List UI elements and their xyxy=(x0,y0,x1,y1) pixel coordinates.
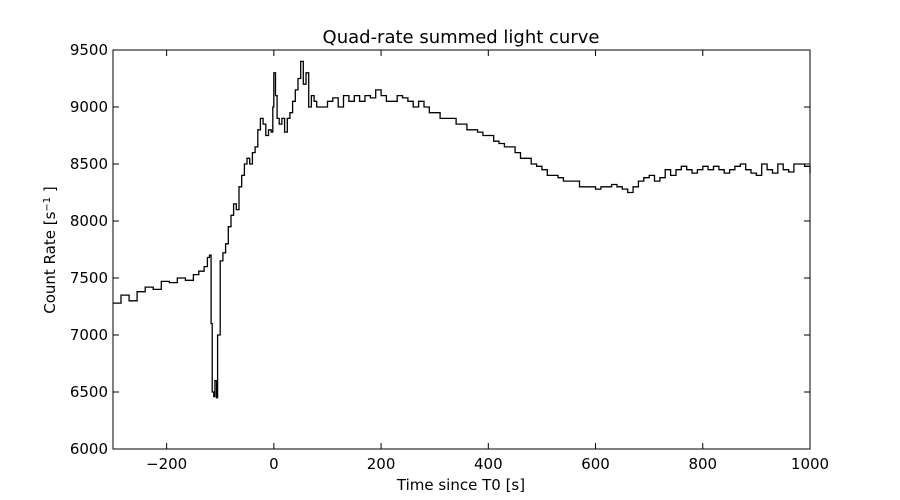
x-tick-label: 600 xyxy=(581,455,610,473)
x-tick-label: 200 xyxy=(367,455,396,473)
x-tick-label: −200 xyxy=(146,455,187,473)
axis-ticks: −200 0 200 400 600 800 1000 6000 6500 7000 7500 800… xyxy=(70,41,829,473)
x-axis-title: Time since T0 [s] xyxy=(396,476,525,494)
y-tick-label: 9000 xyxy=(70,98,108,116)
plot-area-frame xyxy=(112,49,811,450)
y-tick-label: 6500 xyxy=(70,383,108,401)
y-tick-label: 9500 xyxy=(70,41,108,59)
light-curve-line xyxy=(113,60,811,399)
y-tick-label: 7000 xyxy=(70,326,108,344)
y-tick-label: 8000 xyxy=(70,212,108,230)
y-tick-label: 8500 xyxy=(70,155,108,173)
x-tick-label: 1000 xyxy=(791,455,829,473)
y-axis-title-exponent: −1 xyxy=(42,197,53,212)
y-axis-title-base: Count Rate [s xyxy=(41,211,59,313)
x-tick-label: 800 xyxy=(688,455,717,473)
y-axis-title: Count Rate [s−1 ] xyxy=(41,186,59,314)
x-tick-label: 0 xyxy=(269,455,279,473)
y-tick-label: 6000 xyxy=(70,440,108,458)
x-tick-label: 400 xyxy=(474,455,503,473)
chart-title: Quad-rate summed light curve xyxy=(323,27,600,48)
y-axis-title-end: ] xyxy=(41,186,59,197)
y-tick-label: 7500 xyxy=(70,269,108,287)
